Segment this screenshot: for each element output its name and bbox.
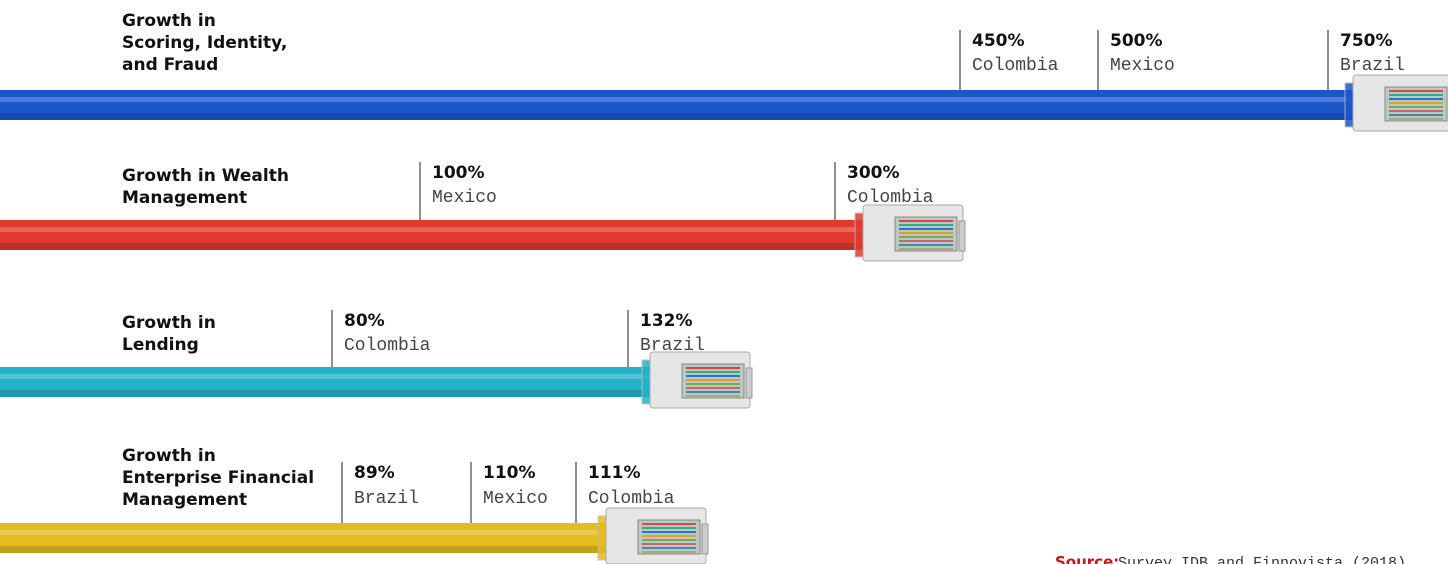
plug-wire: [642, 523, 696, 525]
plug-wire: [642, 547, 696, 549]
plug-wire: [899, 232, 953, 234]
row-title: Growth in: [122, 446, 216, 466]
row-title: Lending: [122, 335, 199, 355]
marker-country: Mexico: [1110, 56, 1175, 76]
marker-value: 750%: [1340, 31, 1393, 51]
source-text: Survey IDB and Finnovista (2018): [1118, 555, 1406, 564]
cable-shade: [0, 113, 1355, 120]
plug-wire: [1389, 114, 1443, 116]
cable-shade: [0, 546, 608, 553]
cable-shine: [0, 97, 1355, 102]
plug-wire: [899, 244, 953, 246]
cable: [0, 220, 865, 250]
cable-shade: [0, 243, 865, 250]
source-label: Source:: [1055, 553, 1119, 564]
row-title: Growth in Wealth: [122, 166, 289, 186]
cable-shine: [0, 530, 608, 535]
marker-country: Mexico: [483, 489, 548, 509]
marker-country: Colombia: [847, 188, 934, 208]
plug-wire: [899, 220, 953, 222]
plug-wire: [1389, 102, 1443, 104]
plug-wire: [1389, 106, 1443, 108]
plug-wire: [686, 395, 740, 397]
plug-wire: [899, 228, 953, 230]
marker-value: 80%: [344, 311, 385, 331]
row-title: and Fraud: [122, 55, 218, 75]
plug-wire: [1389, 118, 1443, 120]
plug-wire: [642, 539, 696, 541]
marker-country: Brazil: [1340, 56, 1405, 76]
plug-wire: [686, 391, 740, 393]
plug-wire: [1389, 110, 1443, 112]
row-title: Enterprise Financial: [122, 468, 314, 488]
plug-wire: [686, 367, 740, 369]
marker-value: 111%: [588, 463, 641, 483]
plug-wire: [899, 224, 953, 226]
plug-wire: [1389, 90, 1443, 92]
row-title: Management: [122, 188, 247, 208]
marker-value: 89%: [354, 463, 395, 483]
marker-value: 132%: [640, 311, 693, 331]
row-title: Management: [122, 490, 247, 510]
plug-wire: [686, 379, 740, 381]
marker-country: Brazil: [354, 489, 419, 509]
plug-wire: [686, 383, 740, 385]
marker-value: 450%: [972, 31, 1025, 51]
marker-value: 110%: [483, 463, 536, 483]
plug-tab: [701, 523, 709, 555]
plug-wire: [1389, 98, 1443, 100]
plug-wire: [642, 531, 696, 533]
marker-country: Brazil: [640, 336, 705, 356]
marker-country: Colombia: [588, 489, 675, 509]
cable: [0, 523, 608, 553]
cable-shine: [0, 227, 865, 232]
plug-wire: [899, 236, 953, 238]
cable-shine: [0, 374, 652, 379]
plug-wire: [899, 248, 953, 250]
marker-country: Colombia: [972, 56, 1059, 76]
plug-wire: [642, 543, 696, 545]
marker-value: 500%: [1110, 31, 1163, 51]
plug-wire: [686, 375, 740, 377]
marker-value: 300%: [847, 163, 900, 183]
plug-wire: [899, 240, 953, 242]
plug-wire: [1389, 94, 1443, 96]
plug-wire: [642, 551, 696, 553]
marker-value: 100%: [432, 163, 485, 183]
cable: [0, 367, 652, 397]
plug-tab: [958, 220, 966, 252]
marker-country: Mexico: [432, 188, 497, 208]
cable-shade: [0, 390, 652, 397]
row-title: Scoring, Identity,: [122, 33, 287, 53]
plug-wire: [686, 371, 740, 373]
plug-wire: [642, 527, 696, 529]
cable: [0, 90, 1355, 120]
row-title: Growth in: [122, 11, 216, 31]
row-title: Growth in: [122, 313, 216, 333]
plug-wire: [642, 535, 696, 537]
marker-country: Colombia: [344, 336, 431, 356]
plug-tab: [745, 367, 753, 399]
plug-wire: [686, 387, 740, 389]
